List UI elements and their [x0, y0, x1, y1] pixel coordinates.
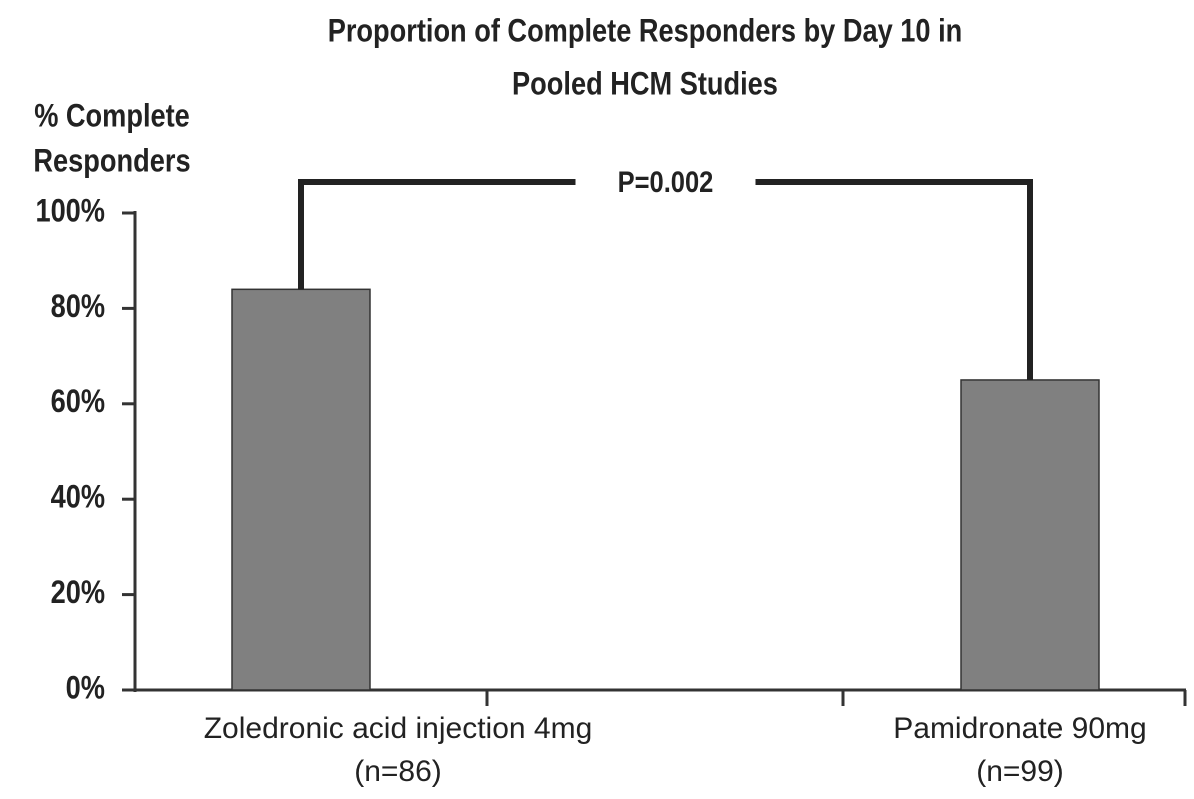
y-axis-label: Responders	[33, 143, 190, 179]
bar	[231, 288, 371, 691]
title: Proportion of Complete Responders by Day…	[328, 13, 963, 102]
y-axis-label: % Complete	[34, 98, 190, 134]
y-tick-label: 40%	[51, 480, 105, 516]
annotation: P=0.002	[618, 165, 714, 198]
significance-bracket	[298, 179, 1033, 380]
x-tick-note: (n=99)	[976, 755, 1064, 788]
y-tick-label: 80%	[51, 289, 105, 325]
bar	[960, 379, 1100, 691]
y-tick-label: 100%	[35, 193, 105, 229]
y-tick-label: 0%	[66, 670, 105, 706]
y-tick-label: 60%	[51, 384, 105, 420]
chart-title: Pooled HCM Studies	[512, 66, 778, 102]
x-tick-label: Pamidronate 90mg	[893, 712, 1146, 745]
x-tick-note: (n=86)	[354, 755, 442, 788]
y-tick-label: 20%	[51, 575, 105, 611]
x-tick-label: Zoledronic acid injection 4mg	[204, 712, 593, 745]
chart-title: Proportion of Complete Responders by Day…	[328, 13, 963, 49]
